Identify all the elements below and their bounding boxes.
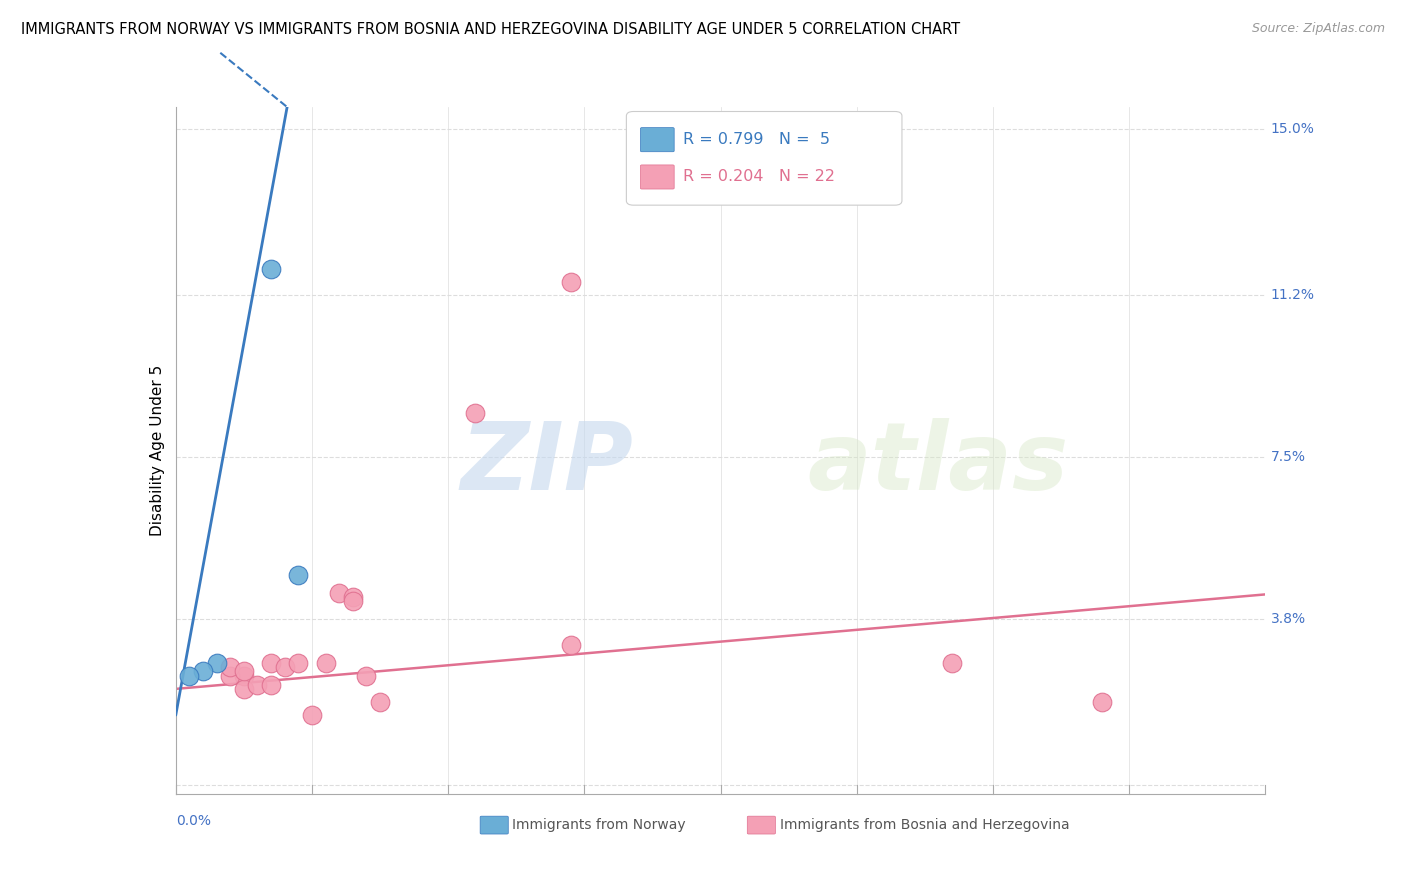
Point [205,656,228,670]
Text: 0.0%: 0.0% [176,814,211,829]
Point [315,656,337,670]
Text: 7.5%: 7.5% [1271,450,1306,464]
Point [260,261,283,276]
Point [328,585,350,599]
Point [368,695,391,709]
Point [1091,695,1114,709]
Point [560,275,582,289]
Point [274,660,297,674]
Text: 3.8%: 3.8% [1271,612,1306,626]
Point [287,568,309,582]
Text: atlas: atlas [807,418,1069,510]
Text: 15.0%: 15.0% [1271,122,1315,136]
Text: Immigrants from Bosnia and Herzegovina: Immigrants from Bosnia and Herzegovina [779,818,1069,832]
Point [941,656,963,670]
Point [246,677,269,691]
Text: IMMIGRANTS FROM NORWAY VS IMMIGRANTS FROM BOSNIA AND HERZEGOVINA DISABILITY AGE : IMMIGRANTS FROM NORWAY VS IMMIGRANTS FRO… [21,22,960,37]
Point [219,660,242,674]
Text: 11.2%: 11.2% [1271,288,1315,302]
Point [260,677,283,691]
Text: Immigrants from Norway: Immigrants from Norway [512,818,686,832]
Y-axis label: Disability Age Under 5: Disability Age Under 5 [149,365,165,536]
Point [342,590,364,604]
Point [179,669,201,683]
Point [219,669,242,683]
Text: Source: ZipAtlas.com: Source: ZipAtlas.com [1251,22,1385,36]
Point [356,669,378,683]
Point [301,708,323,723]
Point [342,594,364,608]
Text: R = 0.204   N = 22: R = 0.204 N = 22 [683,169,835,185]
Text: ZIP: ZIP [461,418,633,510]
Point [191,665,214,679]
Point [232,665,254,679]
Point [287,656,309,670]
Point [464,406,486,420]
Point [232,681,254,696]
Point [560,638,582,652]
Point [260,656,283,670]
Text: R = 0.799   N =  5: R = 0.799 N = 5 [683,132,830,147]
Point [232,669,254,683]
